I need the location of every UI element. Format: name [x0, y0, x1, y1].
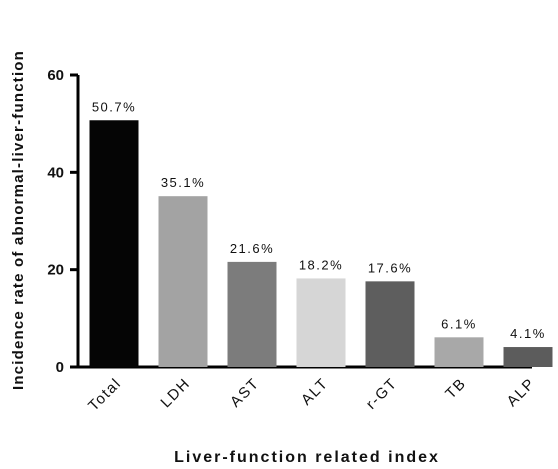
- data-label: 18.2%: [299, 257, 343, 272]
- data-label: 35.1%: [161, 175, 205, 190]
- bar-r-gt: [365, 281, 415, 367]
- category-label: ALT: [298, 375, 332, 409]
- bars: [89, 120, 553, 367]
- bar-ldh: [158, 196, 208, 367]
- data-label: 21.6%: [230, 241, 274, 256]
- data-label: 6.1%: [441, 316, 477, 331]
- category-label: r-GT: [363, 375, 401, 413]
- x-axis-title: Liver-function related index: [174, 449, 440, 466]
- data-label: 50.7%: [92, 99, 136, 114]
- y-tick-label: 20: [47, 262, 64, 279]
- category-label: AST: [227, 375, 263, 411]
- y-tick-label: 0: [56, 359, 64, 376]
- y-ticks: 0 20 40 60: [47, 67, 78, 376]
- y-tick-label: 60: [47, 67, 64, 84]
- category-label: TB: [442, 375, 470, 403]
- data-label: 4.1%: [510, 326, 546, 341]
- category-label: ALP: [504, 375, 539, 410]
- category-label: LDH: [157, 375, 193, 411]
- category-labels: Total LDH AST ALT r-GT TB ALP: [85, 375, 539, 415]
- y-tick-label: 40: [47, 164, 64, 181]
- bar-tb: [434, 337, 484, 367]
- bar-alp: [503, 347, 553, 367]
- data-label: 17.6%: [368, 260, 412, 275]
- bar-total: [89, 120, 139, 367]
- bar-alt: [296, 278, 346, 367]
- data-labels: 50.7% 35.1% 21.6% 18.2% 17.6% 6.1% 4.1%: [92, 99, 546, 341]
- y-axis-title: Incidence rate of abnormal-liver-functio…: [10, 50, 27, 390]
- category-label: Total: [85, 375, 125, 415]
- bar-ast: [227, 261, 277, 367]
